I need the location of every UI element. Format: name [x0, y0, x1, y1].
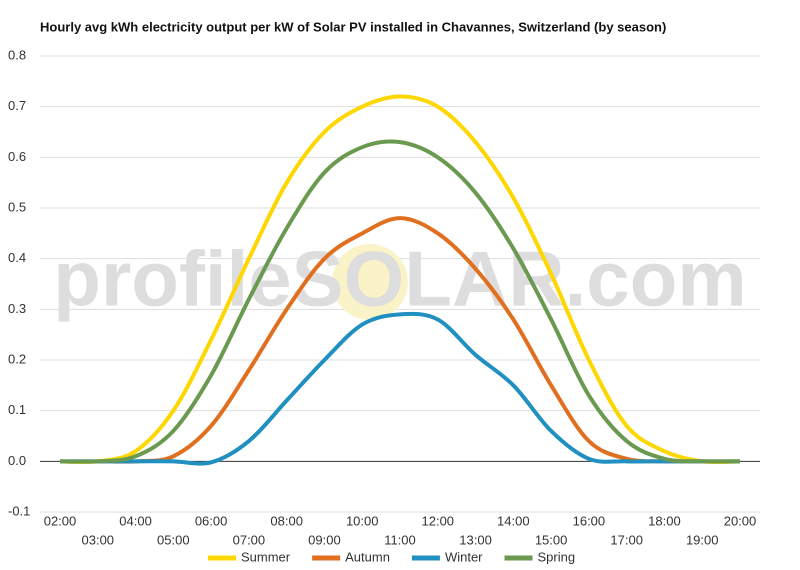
x-tick-label: 12:00 — [422, 513, 455, 528]
y-tick-label: -0.1 — [8, 503, 30, 518]
y-tick-label: 0.4 — [8, 250, 26, 265]
watermark: profileSOLAR.com — [53, 235, 746, 323]
x-tick-label: 17:00 — [610, 532, 643, 547]
legend-label: Winter — [445, 549, 483, 564]
y-tick-label: 0.1 — [8, 402, 26, 417]
x-tick-label: 07:00 — [233, 532, 266, 547]
x-tick-label: 15:00 — [535, 532, 568, 547]
legend-label: Spring — [538, 549, 576, 564]
series-line — [60, 216, 740, 464]
x-tick-label: 03:00 — [82, 532, 115, 547]
legend-label: Autumn — [345, 549, 390, 564]
x-tick-label: 16:00 — [573, 513, 606, 528]
x-tick-label: 11:00 — [384, 532, 416, 547]
legend-label: Summer — [241, 549, 291, 564]
x-tick-label: 20:00 — [724, 513, 757, 528]
series-line — [59, 139, 741, 464]
x-tick-label: 08:00 — [270, 513, 303, 528]
x-tick-label: 05:00 — [157, 532, 190, 547]
x-tick-label: 19:00 — [686, 532, 719, 547]
series-line — [60, 311, 740, 466]
x-tick-label: 02:00 — [44, 513, 77, 528]
y-tick-label: 0.7 — [8, 98, 26, 113]
chart-title: Hourly avg kWh electricity output per kW… — [40, 19, 666, 34]
y-tick-label: 0.0 — [8, 453, 26, 468]
y-tick-label: 0.2 — [8, 351, 26, 366]
x-tick-label: 10:00 — [346, 513, 379, 528]
y-tick-label: 0.3 — [8, 301, 26, 316]
x-tick-label: 04:00 — [119, 513, 152, 528]
x-tick-label: 14:00 — [497, 513, 530, 528]
watermark-logo — [332, 244, 408, 320]
x-tick-label: 06:00 — [195, 513, 228, 528]
y-tick-label: 0.6 — [8, 149, 26, 164]
y-tick-label: 0.8 — [8, 47, 26, 62]
y-tick-label: 0.5 — [8, 199, 26, 214]
x-tick-label: 13:00 — [459, 532, 492, 547]
series-line — [59, 94, 741, 465]
x-tick-label: 09:00 — [308, 532, 341, 547]
x-tick-label: 18:00 — [648, 513, 681, 528]
